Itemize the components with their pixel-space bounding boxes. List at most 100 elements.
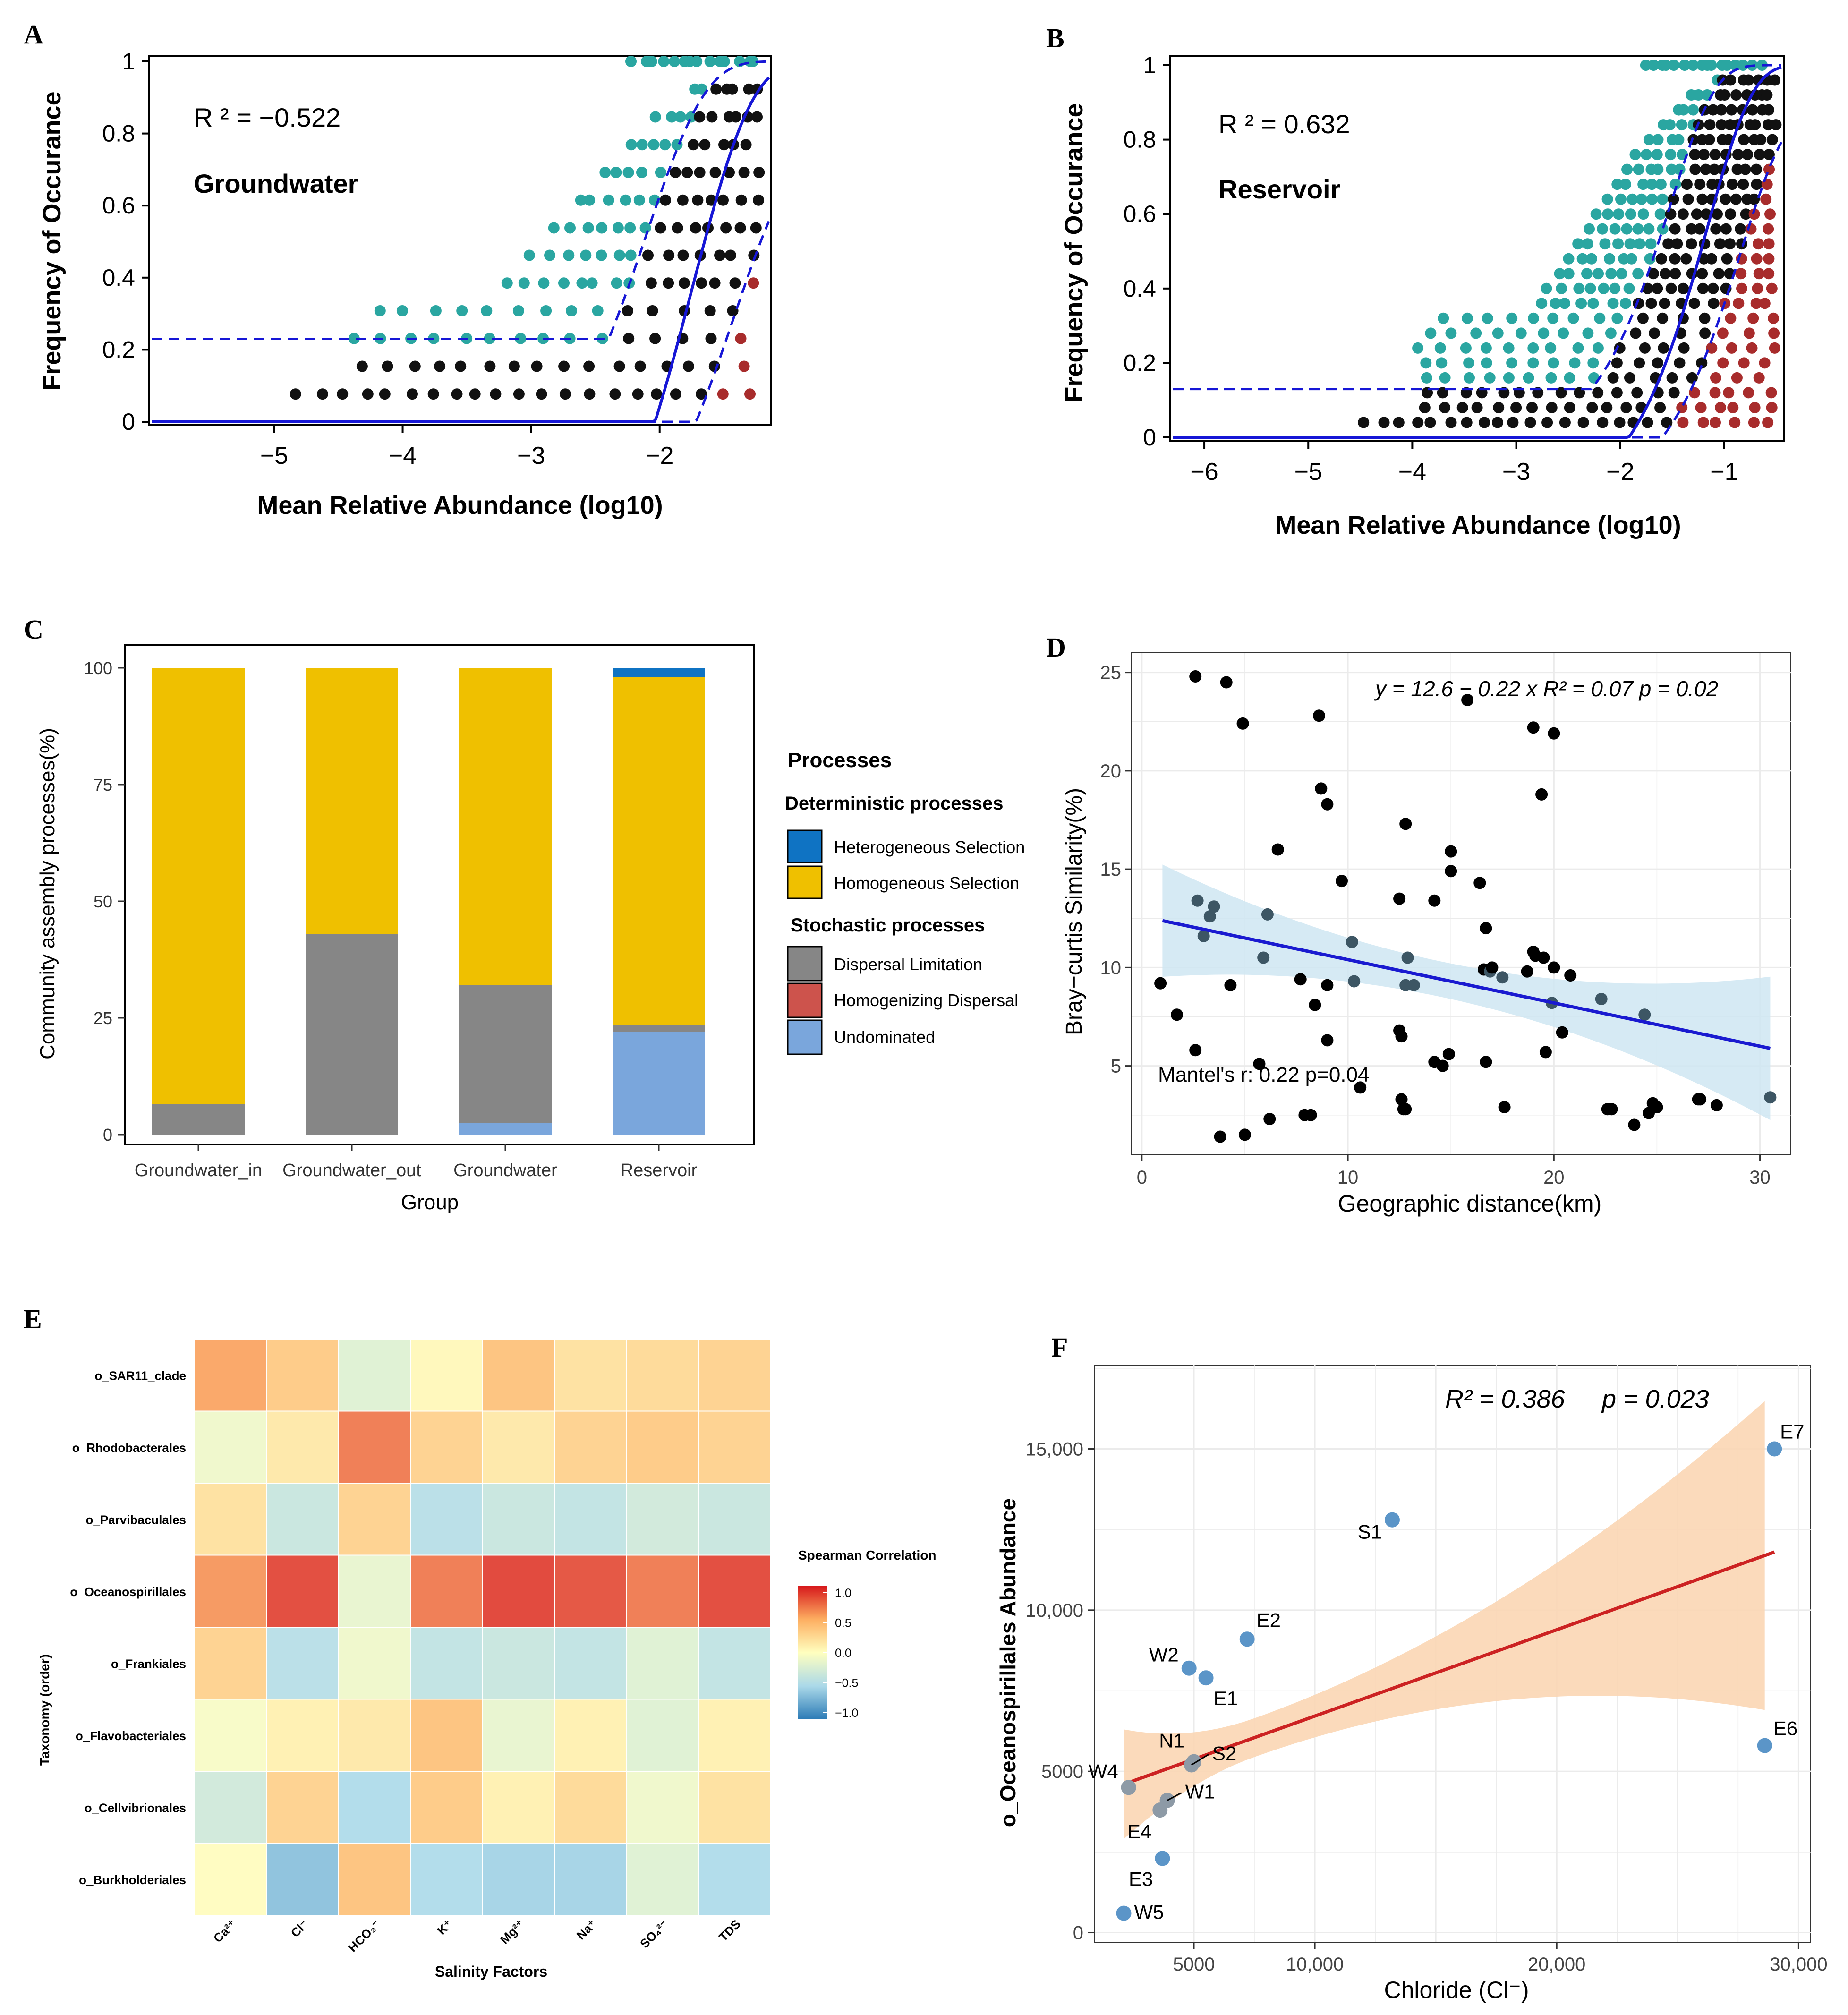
legend-swatch-dispersal-limitation [787, 946, 823, 982]
panel-c-axes: Groundwater_in Groundwater_out Groundwater… [84, 658, 698, 1180]
above-point [1536, 298, 1548, 309]
neutral-point [708, 360, 720, 372]
neutral-point [1652, 282, 1663, 294]
heatmap-cell [338, 1410, 411, 1484]
neutral-point [642, 249, 654, 261]
below-point [1706, 342, 1718, 354]
data-point [1548, 961, 1560, 974]
neutral-point [1719, 89, 1730, 101]
below-point [1709, 387, 1721, 399]
legend-item-homogenizing-dispersal: Homogenizing Dispersal [834, 990, 1018, 1010]
below-point [1677, 417, 1689, 428]
above-point [1547, 312, 1559, 324]
point-label: W1 [1185, 1781, 1215, 1803]
neutral-point [531, 360, 543, 372]
neutral-point [1659, 298, 1670, 309]
neutral-point [730, 111, 741, 123]
y-tick-label: 10 [1100, 957, 1122, 978]
above-point [636, 139, 648, 151]
above-point [1645, 238, 1657, 250]
above-point [1607, 298, 1619, 309]
neutral-point [1424, 417, 1436, 428]
heatmap-cell [698, 1699, 771, 1772]
heatmap-cell [554, 1339, 627, 1412]
neutral-point [1471, 402, 1483, 413]
above-point [613, 249, 625, 261]
heatmap-cell [266, 1554, 339, 1628]
heatmap-cell [410, 1339, 483, 1412]
x-tick-label: 20 [1543, 1167, 1565, 1188]
above-point [1737, 60, 1749, 71]
neutral-point [1586, 402, 1598, 413]
neutral-point [1678, 282, 1689, 294]
data-point [1764, 1091, 1777, 1104]
neutral-point [451, 388, 463, 400]
data-point [1535, 788, 1548, 801]
bar-segment [306, 668, 398, 934]
y-tick-label: 20 [1100, 761, 1122, 782]
y-tick-label: 0.2 [1123, 350, 1156, 376]
panel-b-axes: 0 0.2 0.4 0.6 0.8 1 −6 −5 −4 −3 −2 −1 [1123, 52, 1738, 486]
neutral-point [1541, 417, 1553, 428]
below-point [1748, 417, 1760, 428]
above-point [1581, 268, 1593, 280]
below-point [1763, 163, 1775, 175]
neutral-point [434, 360, 446, 372]
data-point [1253, 1058, 1266, 1070]
x-tick-label: −3 [517, 442, 545, 470]
panel-a-group-label: Groundwater [194, 169, 358, 198]
below-point [1765, 387, 1777, 399]
above-point [1594, 312, 1606, 324]
heatmap-cell [338, 1627, 411, 1700]
above-point [1587, 357, 1599, 369]
panel-label-e: E [24, 1304, 42, 1334]
above-point [669, 56, 680, 67]
neutral-point [1686, 223, 1697, 235]
neutral-point [632, 388, 644, 400]
neutral-point [1707, 282, 1719, 294]
heatmap-cell [266, 1771, 339, 1844]
neutral-point [1630, 327, 1642, 339]
panel-d-mantel: Mantel's r: 0.22 p=0.04 [1158, 1063, 1369, 1086]
data-point [1399, 1103, 1412, 1116]
heatmap-cell [410, 1627, 483, 1700]
neutral-point [1689, 163, 1701, 175]
below-point [1763, 253, 1775, 265]
neutral-point [738, 167, 750, 178]
neutral-point [681, 167, 693, 178]
neutral-point [726, 83, 738, 95]
above-point [649, 111, 661, 123]
above-point [1599, 238, 1611, 250]
above-point [1611, 312, 1623, 324]
x-tick-label: −2 [1606, 458, 1634, 486]
neutral-point [1669, 223, 1681, 235]
neutral-point [1657, 312, 1669, 324]
below-point [1750, 298, 1762, 309]
below-point [1676, 402, 1688, 413]
neutral-point [1735, 223, 1746, 235]
heatmap-cell [626, 1699, 699, 1772]
neutral-point [1645, 298, 1657, 309]
neutral-point [1749, 119, 1761, 131]
neutral-point [1709, 163, 1720, 175]
neutral-point [356, 360, 368, 372]
above-point [396, 305, 408, 316]
heatmap-cell [698, 1843, 771, 1916]
neutral-point [1378, 417, 1390, 428]
neutral-point [316, 388, 328, 400]
above-point [348, 333, 360, 344]
neutral-point [727, 305, 739, 316]
data-point [1428, 1056, 1441, 1068]
data-point [1354, 1081, 1367, 1094]
neutral-point [1720, 223, 1732, 235]
above-point [1598, 282, 1610, 294]
x-tick-label: Reservoir [621, 1161, 698, 1180]
neutral-point [1607, 372, 1619, 384]
neutral-point [1592, 387, 1604, 399]
neutral-point [1492, 417, 1503, 428]
row-label: o_SAR11_clade [94, 1368, 186, 1383]
point-label: E1 [1214, 1687, 1238, 1709]
above-point [1506, 312, 1518, 324]
neutral-point [1742, 149, 1754, 161]
data-point [1480, 1056, 1492, 1068]
